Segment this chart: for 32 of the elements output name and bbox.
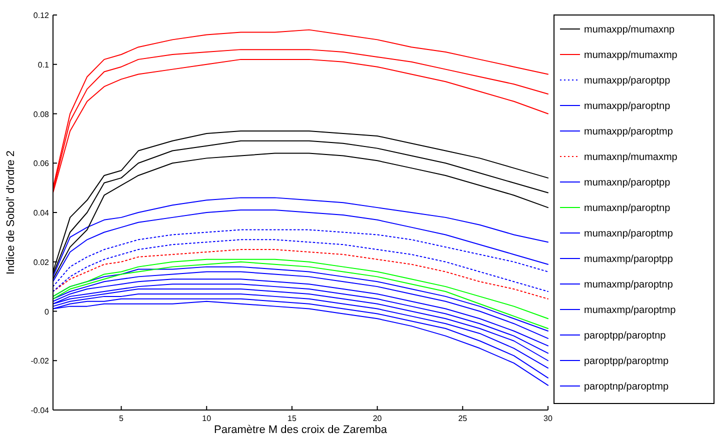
- x-axis-title: Paramètre M des croix de Zaremba: [214, 424, 388, 435]
- legend-label: mumaxpp/paroptpp: [584, 76, 671, 86]
- legend-label: mumaxnp/paroptnp: [584, 203, 671, 214]
- x-tick-label: 15: [288, 414, 297, 423]
- legend-label: mumaxmp/paroptmp: [584, 305, 676, 316]
- legend-label: paroptpp/paroptmp: [584, 356, 669, 367]
- legend-label: mumaxnp/paroptmp: [584, 228, 674, 240]
- y-tick-label: 0.02: [33, 258, 50, 267]
- y-tick-label: -0.02: [30, 356, 50, 366]
- legend-label: paroptpp/paroptnp: [584, 330, 666, 342]
- y-tick-label: 0.06: [33, 159, 50, 168]
- legend-label: mumaxnp/mumaxmp: [584, 152, 678, 163]
- x-tick-label: 25: [458, 414, 468, 423]
- legend-label: mumaxpp/paroptnp: [584, 101, 671, 112]
- legend-label: mumaxnp/paroptpp: [584, 178, 671, 188]
- legend-label: mumaxpp/paroptmp: [584, 126, 674, 138]
- legend-label: mumaxmp/paroptnp: [584, 280, 674, 290]
- y-axis-title: Indice de Sobol' d'ordre 2: [5, 150, 17, 275]
- y-tick-label: 0.08: [33, 110, 50, 119]
- y-tick-label: 0.04: [33, 208, 50, 218]
- y-tick-label: 0.12: [33, 11, 50, 20]
- legend-label: paroptnp/paroptmp: [584, 382, 669, 392]
- y-tick-label: -0.04: [30, 406, 50, 415]
- x-tick-label: 20: [372, 414, 382, 423]
- legend-label: mumaxpp/mumaxnp: [584, 24, 676, 36]
- x-tick-label: 30: [544, 414, 553, 423]
- x-tick-label: 5: [119, 414, 124, 423]
- x-tick-label: 10: [202, 414, 212, 423]
- legend-label: mumaxpp/mumaxmp: [584, 50, 678, 61]
- legend-label: mumaxmp/paroptpp: [584, 254, 674, 265]
- y-tick-label: 0: [44, 307, 50, 316]
- y-tick-label: 0.1: [38, 60, 50, 70]
